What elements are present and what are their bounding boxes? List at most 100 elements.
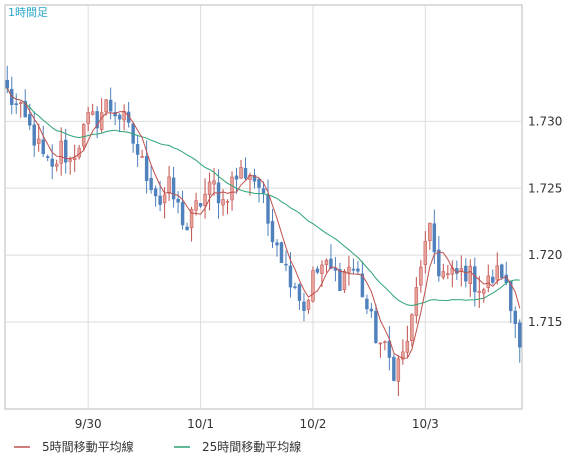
candle-body — [230, 176, 234, 201]
y-tick-label: 1.725 — [528, 181, 562, 195]
x-tick-label: 10/3 — [412, 417, 439, 431]
candle-body — [28, 114, 32, 126]
candle-body — [257, 178, 261, 188]
y-tick-label: 1.720 — [528, 248, 562, 262]
candle-body — [176, 198, 180, 203]
candle-body — [117, 114, 122, 120]
candle-body — [50, 158, 54, 167]
candle-body — [401, 351, 405, 360]
candle-body — [275, 242, 279, 246]
y-tick-label: 1.730 — [528, 114, 562, 128]
candle-body — [293, 286, 297, 288]
candle-body — [347, 266, 351, 273]
candle-body — [374, 311, 378, 343]
candle-body — [72, 157, 77, 160]
candle-body — [81, 124, 86, 147]
candle-body — [14, 103, 18, 106]
x-axis: 9/30 10/1 10/2 10/3 — [75, 417, 439, 431]
candle-body — [32, 124, 36, 146]
candle-body — [369, 308, 374, 312]
candle-body — [234, 175, 239, 180]
candle-body — [311, 270, 315, 302]
candle-body — [365, 298, 369, 310]
candle-body — [144, 156, 149, 182]
candle-body — [423, 241, 428, 266]
candle-body — [243, 167, 248, 179]
candle-body — [428, 222, 432, 242]
candle-body — [266, 194, 270, 224]
y-tick-label: 1.715 — [528, 315, 562, 329]
candle-body — [360, 273, 365, 298]
candle-body — [351, 268, 356, 271]
candle-body — [54, 163, 59, 167]
candle-body — [378, 342, 383, 345]
candle-body — [189, 209, 194, 229]
x-tick-label: 10/2 — [299, 417, 326, 431]
candle-body — [153, 188, 158, 197]
y-axis: 1.715 1.720 1.725 1.730 — [528, 114, 562, 329]
candle-body — [333, 268, 338, 271]
candle-body — [432, 223, 437, 253]
candle-body — [473, 266, 477, 293]
timeframe-label: 1時間足 — [8, 6, 48, 19]
x-tick-label: 10/1 — [187, 417, 214, 431]
candle-body — [441, 271, 446, 278]
ma25-line — [6, 87, 520, 307]
candle-body — [135, 144, 140, 155]
candle-body — [315, 268, 320, 273]
candle-body — [158, 195, 162, 205]
candle-body — [396, 358, 401, 382]
candle-body — [491, 276, 495, 283]
candle-body — [486, 275, 490, 288]
candle-body — [104, 99, 108, 113]
candle-body — [284, 263, 288, 266]
candle-body — [252, 174, 257, 182]
candle-body — [356, 268, 360, 272]
candle-body — [468, 265, 473, 284]
candle-body — [342, 270, 347, 291]
candle-body — [23, 100, 27, 118]
candle-body — [95, 111, 99, 129]
candle-body — [261, 188, 266, 194]
candle-body — [302, 301, 306, 311]
candle-body — [162, 194, 167, 204]
candle-body — [477, 291, 482, 293]
candle-body — [126, 111, 131, 123]
legend-label-ma5: 5時間移動平均線 — [42, 439, 134, 454]
candle-body — [414, 287, 419, 316]
candle-body — [207, 181, 212, 195]
candle-body — [37, 138, 41, 144]
candle-body — [297, 284, 302, 301]
candle-body — [86, 112, 90, 124]
candle-body — [329, 258, 333, 269]
candle-body — [198, 203, 203, 207]
candle-body — [99, 112, 104, 130]
candle-body — [437, 249, 441, 277]
candle-body — [324, 259, 329, 266]
candle-body — [63, 139, 68, 163]
candle-body — [90, 111, 95, 115]
candle-body — [482, 289, 486, 294]
candle-body — [279, 242, 284, 263]
candle-body — [108, 99, 113, 112]
candle-body — [270, 221, 275, 243]
candle-body — [180, 202, 185, 226]
candle-body — [149, 178, 153, 191]
candle-body — [338, 269, 342, 292]
candle-body — [464, 265, 468, 282]
candle-body — [405, 340, 410, 353]
candle-body — [140, 156, 144, 158]
candle-body — [167, 176, 171, 194]
candle-body — [45, 156, 50, 158]
candle-body — [383, 341, 387, 343]
candle-body — [392, 356, 396, 381]
candle-body — [410, 314, 414, 341]
candle-body — [68, 159, 72, 162]
candle-body — [513, 310, 517, 324]
candle-body — [5, 79, 9, 89]
candle-body — [41, 139, 45, 155]
candle-body — [221, 199, 225, 206]
candle-body — [446, 273, 450, 275]
ma5-line — [6, 87, 521, 359]
